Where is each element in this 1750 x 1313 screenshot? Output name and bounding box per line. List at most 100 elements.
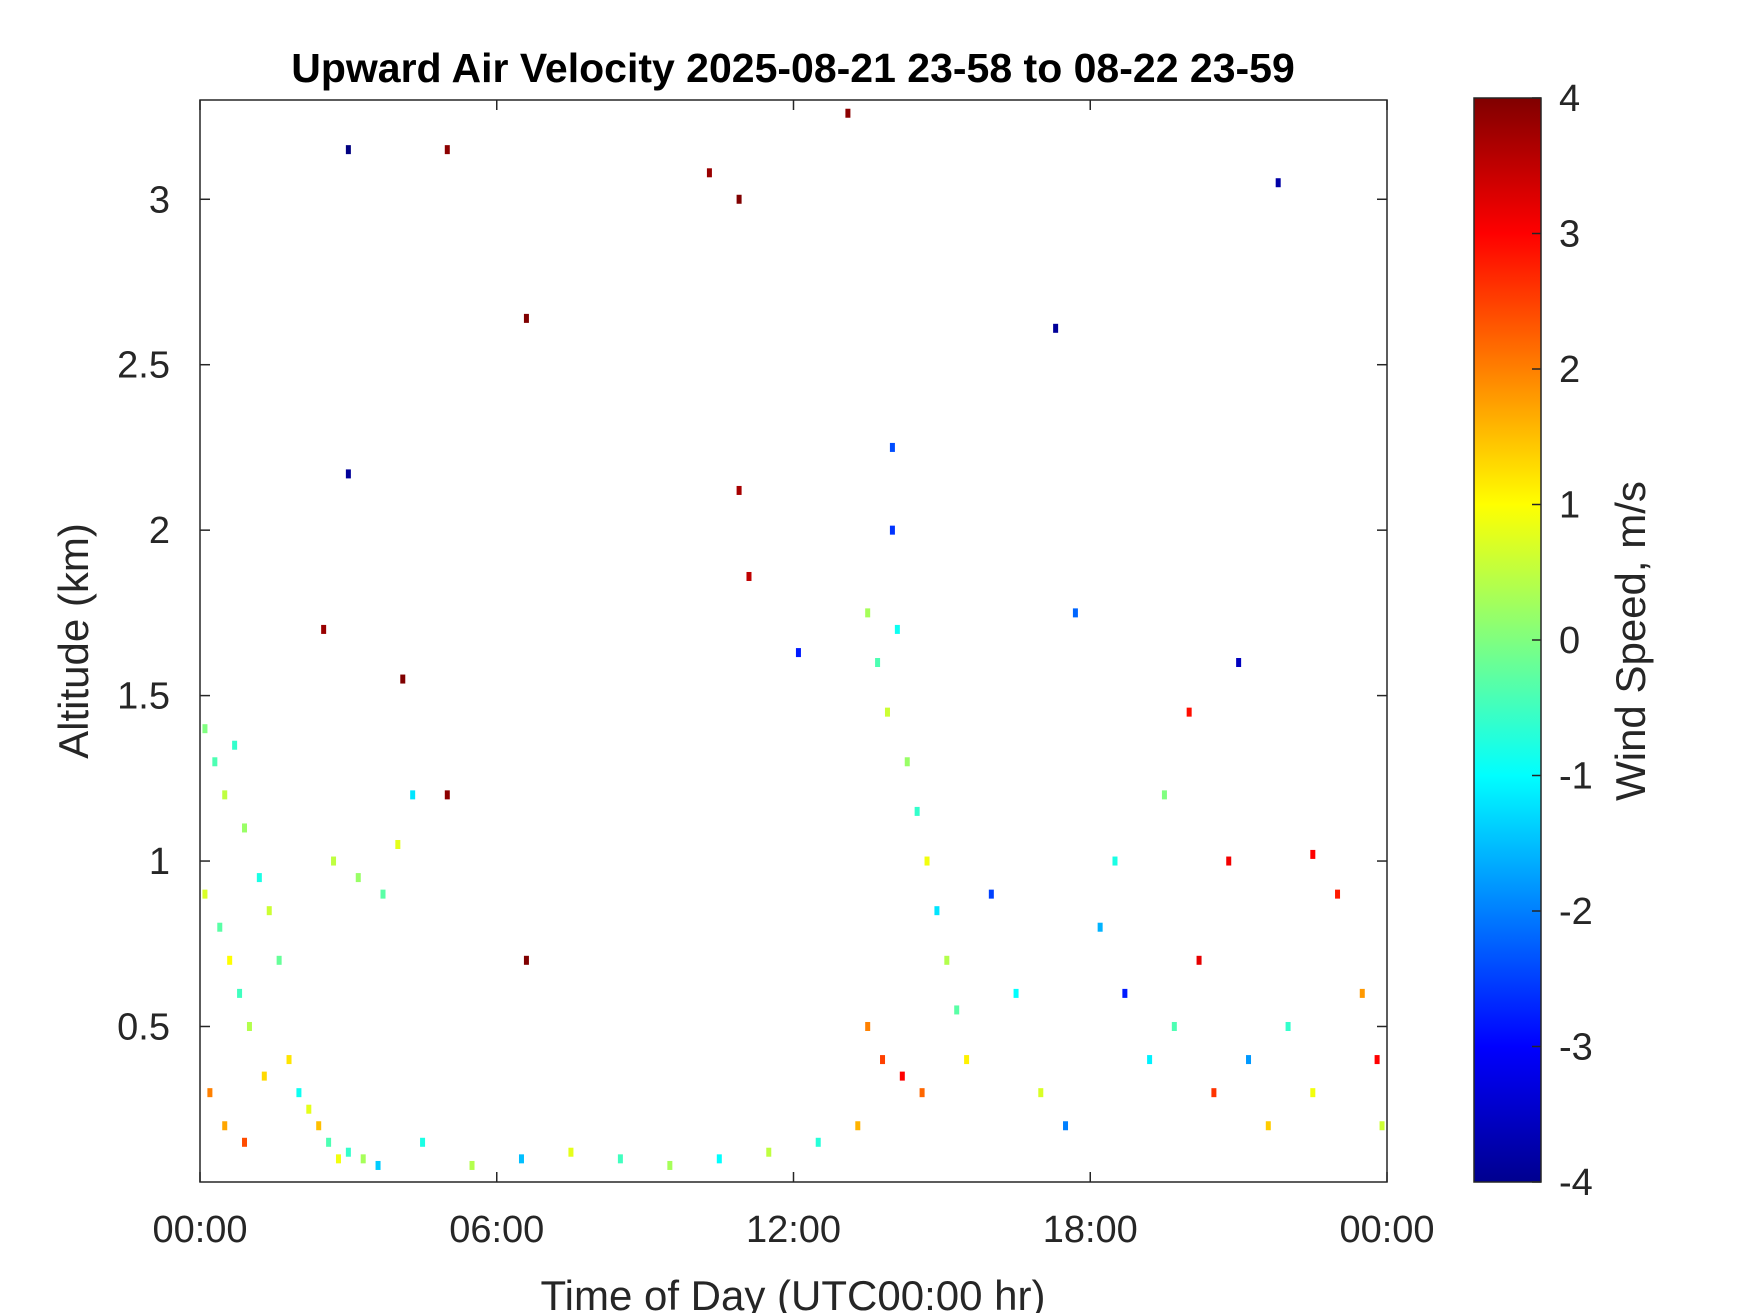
data-cell — [316, 1121, 322, 1131]
data-cell — [1285, 1021, 1291, 1031]
data-cell — [1310, 1088, 1316, 1098]
data-cell — [899, 1071, 905, 1081]
colorbar-tick-label: -3 — [1559, 1027, 1593, 1069]
data-cell — [227, 955, 233, 965]
data-cell — [242, 823, 248, 833]
data-cell — [889, 442, 895, 452]
y-axis-title: Altitude (km) — [50, 523, 97, 759]
colorbar-tick-label: 0 — [1559, 620, 1580, 662]
data-cell — [815, 1137, 821, 1147]
data-cell — [1236, 658, 1242, 668]
data-cell — [795, 648, 801, 658]
data-cells — [202, 108, 1385, 1170]
data-cell — [326, 1137, 332, 1147]
data-cell — [766, 1147, 772, 1157]
x-tick-label: 00:00 — [152, 1209, 247, 1251]
data-cell — [410, 790, 416, 800]
data-cell — [988, 889, 994, 899]
data-cell — [207, 1088, 213, 1098]
data-cell — [286, 1055, 292, 1065]
colorbar-tick-label: -1 — [1559, 756, 1593, 798]
data-cell — [237, 988, 243, 998]
data-cell — [420, 1137, 426, 1147]
colorbar-tick-label: 4 — [1559, 78, 1580, 120]
data-cell — [1161, 790, 1167, 800]
data-cell — [518, 1154, 524, 1164]
x-axis-title: Time of Day (UTC00:00 hr) — [541, 1272, 1046, 1313]
data-cell — [321, 624, 327, 634]
data-cell — [1359, 988, 1365, 998]
data-cell — [395, 839, 401, 849]
y-ticks: 0.5 1 1.5 2 2.5 3 — [117, 179, 1387, 1048]
colorbar-tick-label: 1 — [1559, 485, 1580, 527]
data-cell — [1226, 856, 1232, 866]
colorbar — [1473, 97, 1542, 1183]
data-cell — [360, 1154, 366, 1164]
data-cell — [1196, 955, 1202, 965]
x-ticks: 00:00 06:00 12:00 18:00 00:00 — [152, 100, 1435, 1251]
data-cell — [202, 724, 208, 734]
data-cell — [934, 906, 940, 916]
data-cell — [746, 571, 752, 581]
data-cell — [444, 145, 450, 155]
data-cell — [904, 757, 910, 767]
data-cell — [1063, 1121, 1069, 1131]
data-cell — [444, 790, 450, 800]
data-cell — [889, 525, 895, 535]
data-cell — [345, 145, 351, 155]
data-cell — [380, 889, 386, 899]
data-cell — [345, 1147, 351, 1157]
data-cell — [924, 856, 930, 866]
data-cell — [355, 873, 361, 883]
y-tick-label: 3 — [149, 179, 170, 221]
data-cell — [1186, 707, 1192, 717]
data-cell — [736, 194, 742, 204]
data-cell — [1038, 1088, 1044, 1098]
y-tick-label: 1 — [149, 841, 170, 883]
y-tick-label: 2 — [149, 510, 170, 552]
data-cell — [1310, 849, 1316, 859]
data-cell — [875, 658, 881, 668]
data-cell — [212, 757, 218, 767]
data-cell — [1147, 1055, 1153, 1065]
data-cell — [1265, 1121, 1271, 1131]
data-cell — [222, 1121, 228, 1131]
data-cell — [246, 1021, 252, 1031]
data-cell — [222, 790, 228, 800]
x-tick-label: 06:00 — [449, 1209, 544, 1251]
data-cell — [884, 707, 890, 717]
data-cell — [276, 955, 282, 965]
y-tick-label: 0.5 — [117, 1006, 170, 1048]
data-cell — [232, 740, 238, 750]
data-cell — [296, 1088, 302, 1098]
data-cell — [1112, 856, 1118, 866]
colorbar-tick-label: -4 — [1559, 1162, 1593, 1204]
colorbar-ticks: 4 3 2 1 0 -1 -2 -3 -4 — [1532, 78, 1593, 1204]
data-cell — [523, 955, 529, 965]
data-cell — [914, 806, 920, 816]
data-cell — [306, 1104, 312, 1114]
data-cell — [845, 108, 851, 118]
data-cell — [331, 856, 337, 866]
data-cell — [706, 168, 712, 178]
data-cell — [716, 1154, 722, 1164]
data-cell — [865, 608, 871, 618]
data-cell — [894, 624, 900, 634]
data-cell — [1013, 988, 1019, 998]
data-cell — [568, 1147, 574, 1157]
data-cell — [1053, 323, 1059, 333]
data-cell — [919, 1088, 925, 1098]
data-cell — [855, 1121, 861, 1131]
plot-area — [200, 100, 1387, 1182]
data-cell — [964, 1055, 970, 1065]
data-cell — [865, 1021, 871, 1031]
x-tick-label: 12:00 — [746, 1209, 841, 1251]
data-cell — [954, 1005, 960, 1015]
colorbar-tick-label: 2 — [1559, 349, 1580, 391]
colorbar-label: Wind Speed, m/s — [1607, 481, 1654, 801]
data-cell — [1374, 1055, 1380, 1065]
data-cell — [1275, 178, 1281, 188]
data-cell — [736, 485, 742, 495]
data-cell — [202, 889, 208, 899]
